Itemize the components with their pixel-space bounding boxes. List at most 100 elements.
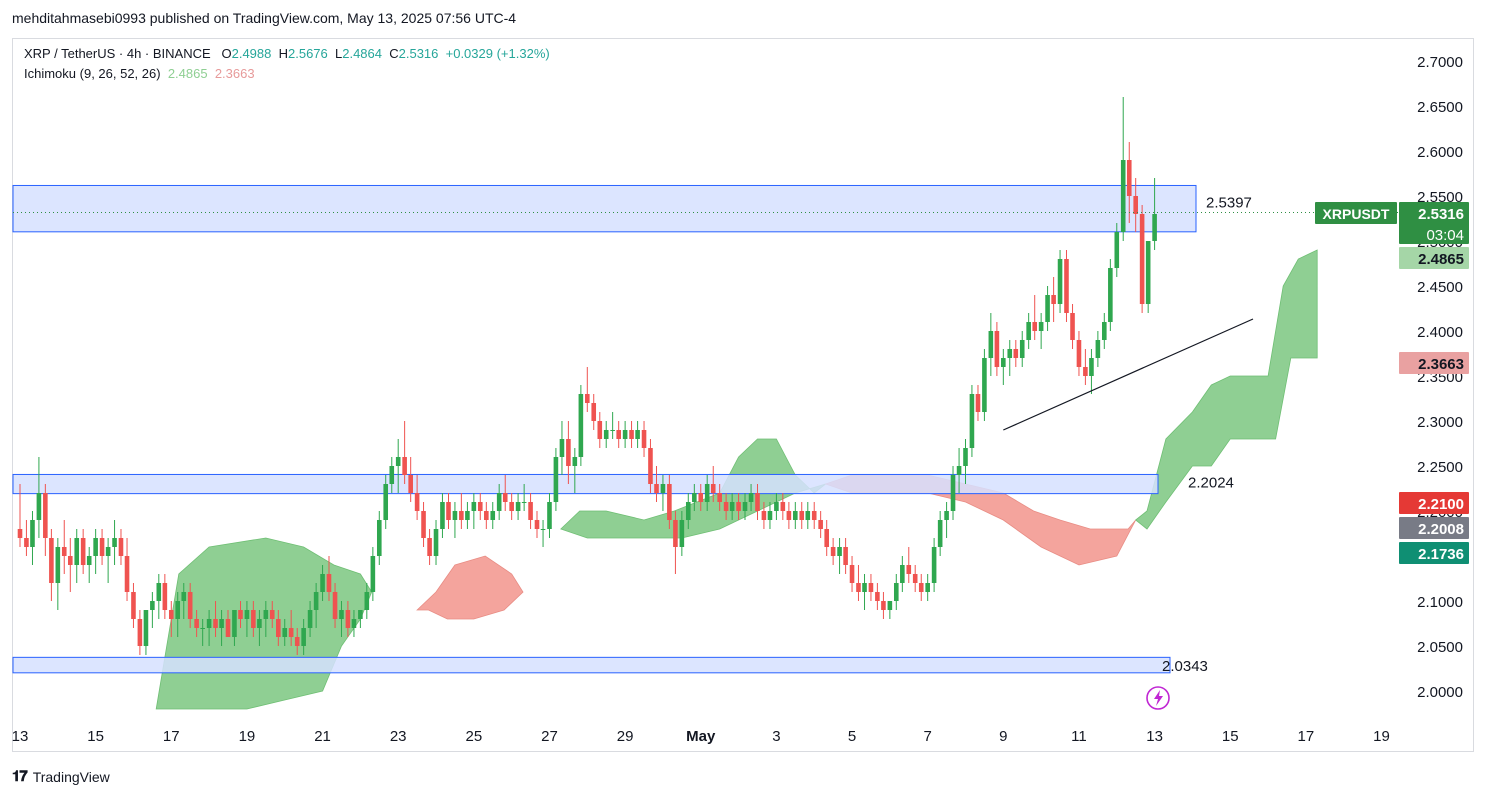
candle-body bbox=[698, 493, 704, 502]
indicator-label[interactable]: Ichimoku (9, 26, 52, 26) bbox=[24, 66, 161, 81]
high-label: H bbox=[278, 46, 288, 61]
candle-body bbox=[982, 358, 987, 412]
y-tick-label: 2.4500 bbox=[1417, 279, 1463, 296]
candle-body bbox=[194, 619, 199, 628]
candle-body bbox=[925, 583, 930, 592]
candle-body bbox=[187, 592, 193, 619]
candle-body bbox=[1145, 241, 1151, 304]
price-badge bbox=[1399, 517, 1469, 539]
candle-body bbox=[251, 610, 256, 628]
candle-body bbox=[1026, 322, 1031, 340]
x-tick-label: 3 bbox=[772, 728, 780, 745]
x-tick-label: 19 bbox=[239, 728, 256, 745]
candle-body bbox=[389, 466, 395, 484]
candle-body bbox=[345, 610, 351, 628]
candle-body bbox=[906, 565, 912, 574]
ichimoku-cloud-bear-1 bbox=[416, 555, 524, 620]
candle-body bbox=[1076, 340, 1082, 367]
candle-body bbox=[1108, 268, 1113, 322]
price-badge-value: 2.2008 bbox=[1418, 521, 1464, 538]
candle-body bbox=[269, 610, 275, 619]
candle-body bbox=[307, 610, 313, 628]
x-tick-label: 13 bbox=[1146, 728, 1163, 745]
candle-body bbox=[515, 502, 521, 511]
price-badge bbox=[1399, 492, 1469, 514]
candle-body bbox=[610, 430, 615, 431]
zone-label: 2.0343 bbox=[1162, 658, 1208, 675]
candle-body bbox=[667, 484, 672, 520]
footer-brand[interactable]: 𝟏𝟕 TradingView bbox=[12, 768, 110, 785]
candle-body bbox=[383, 484, 389, 520]
open-value: 2.4988 bbox=[231, 46, 272, 61]
candle-body bbox=[603, 430, 609, 439]
publisher-line: mehditahmasebi0993 published on TradingV… bbox=[12, 10, 517, 26]
candle-body bbox=[767, 511, 773, 520]
candle-body bbox=[339, 610, 344, 619]
candle-body bbox=[673, 520, 678, 547]
candle-body bbox=[105, 547, 111, 556]
candle-body bbox=[370, 556, 376, 592]
candle-body bbox=[49, 538, 54, 583]
candle-body bbox=[578, 394, 584, 457]
candle-body bbox=[559, 439, 565, 457]
candle-body bbox=[1114, 232, 1120, 268]
candle-body bbox=[477, 502, 483, 511]
lightning-bolt-icon bbox=[1154, 690, 1163, 706]
high-value: 2.5676 bbox=[288, 46, 328, 61]
candle-body bbox=[521, 502, 527, 503]
x-tick-label: 21 bbox=[314, 728, 331, 745]
support-resistance-zone bbox=[12, 656, 1171, 674]
candle-body bbox=[572, 457, 578, 466]
candle-body bbox=[1038, 322, 1044, 331]
candle-body bbox=[181, 592, 187, 601]
candle-body bbox=[1083, 367, 1088, 376]
candle-body bbox=[1032, 322, 1038, 331]
candle-body bbox=[143, 610, 149, 646]
candle-body bbox=[1013, 349, 1019, 358]
candle-body bbox=[950, 475, 956, 511]
candle-body bbox=[496, 493, 502, 511]
x-tick-label: 13 bbox=[12, 728, 29, 745]
candle-body bbox=[17, 529, 23, 538]
candle-body bbox=[723, 502, 729, 511]
x-tick-label: 19 bbox=[1373, 728, 1390, 745]
candle-body bbox=[80, 538, 86, 565]
candle-body bbox=[332, 592, 338, 619]
x-tick-label: May bbox=[686, 728, 716, 745]
candle-body bbox=[679, 520, 685, 547]
candle-body bbox=[244, 610, 250, 619]
candle-body bbox=[1007, 349, 1013, 358]
candle-body bbox=[288, 628, 294, 637]
candle-body bbox=[648, 448, 653, 484]
candle-body bbox=[597, 421, 603, 439]
price-badge bbox=[1399, 247, 1469, 269]
indicator-value-a: 2.4865 bbox=[167, 66, 208, 81]
candle-body bbox=[729, 502, 735, 511]
price-badge-value: 2.1736 bbox=[1418, 546, 1464, 563]
candle-body bbox=[755, 493, 760, 511]
candle-body bbox=[918, 583, 924, 592]
candle-body bbox=[156, 583, 162, 601]
candle-body bbox=[1126, 160, 1132, 196]
candle-body bbox=[824, 529, 830, 547]
candle-body bbox=[616, 430, 621, 439]
candle-body bbox=[887, 601, 893, 610]
candle-body bbox=[900, 565, 905, 583]
candle-body bbox=[786, 511, 792, 520]
zone-label: 2.2024 bbox=[1188, 475, 1234, 492]
candle-body bbox=[1001, 358, 1006, 367]
candle-body bbox=[710, 484, 716, 493]
candle-body bbox=[124, 556, 130, 592]
candle-body bbox=[774, 502, 779, 511]
candle-body bbox=[471, 502, 477, 511]
tradingview-logo-icon: 𝟏𝟕 bbox=[12, 768, 28, 785]
symbol-label[interactable]: XRP / TetherUS · 4h · BINANCE bbox=[24, 46, 211, 61]
candle-body bbox=[395, 457, 401, 466]
candle-body bbox=[931, 547, 937, 583]
price-badge-value: 2.5316 bbox=[1418, 206, 1464, 223]
candle-body bbox=[944, 511, 949, 520]
candle-body bbox=[660, 484, 666, 493]
candle-body bbox=[635, 430, 640, 439]
candle-body bbox=[131, 592, 136, 619]
candle-body bbox=[988, 331, 994, 358]
